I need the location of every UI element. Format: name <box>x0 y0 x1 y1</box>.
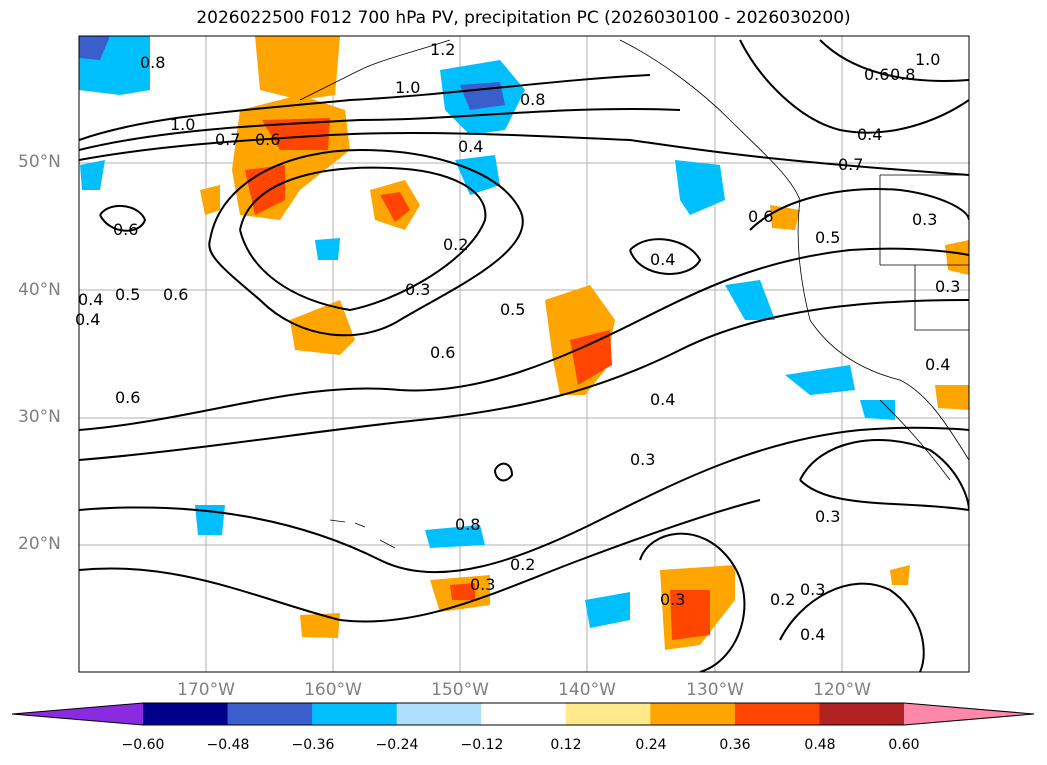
pv-contours <box>79 39 969 672</box>
colorbar-tick: −0.36 <box>291 737 335 753</box>
contour-label: 0.6 <box>113 220 138 239</box>
colorbar-segment <box>565 703 651 725</box>
colorbar-extend-low <box>12 703 143 725</box>
contour-label: 0.4 <box>458 137 483 156</box>
contour-label: 1.0 <box>170 115 195 134</box>
contour-label: 0.4 <box>650 390 675 409</box>
colorbar-segment <box>481 703 567 725</box>
contour-label: 0.6 <box>864 65 889 84</box>
colorbar-tick: −0.48 <box>206 737 250 753</box>
contour-label: 0.3 <box>935 277 960 296</box>
lon-label: 140°W <box>558 680 616 700</box>
map-title: 2026022500 F012 700 hPa PV, precipitatio… <box>196 8 851 28</box>
colorbar-tick: −0.60 <box>121 737 165 753</box>
map-panel: 0.8 1.0 1.2 0.8 1.0 0.7 0.6 0.4 0.6 0.2 … <box>75 35 970 673</box>
lon-label: 170°W <box>177 680 235 700</box>
lat-label: 40°N <box>18 280 61 300</box>
contour-label: 0.5 <box>815 228 840 247</box>
contour-label: 0.3 <box>800 580 825 599</box>
coastlines <box>299 39 969 549</box>
contour-label: 0.4 <box>800 625 825 644</box>
contour-label: 0.8 <box>455 515 480 534</box>
contour-label: 1.0 <box>395 78 420 97</box>
lon-label: 150°W <box>431 680 489 700</box>
contour-label: 0.3 <box>470 575 495 594</box>
lat-label: 50°N <box>18 152 61 172</box>
colorbar-tick: 0.36 <box>719 737 751 753</box>
colorbar-segment <box>396 703 482 725</box>
contour-label: 0.8 <box>140 53 165 72</box>
contour-label: 0.6 <box>430 343 455 362</box>
contour-label: 0.8 <box>520 90 545 109</box>
colorbar-tick: 0.60 <box>888 737 920 753</box>
contour-label: 0.3 <box>815 507 840 526</box>
lon-label: 120°W <box>813 680 871 700</box>
colorbar-tick: 0.48 <box>804 737 836 753</box>
colorbar-outline <box>11 702 1035 726</box>
lon-label: 160°W <box>304 680 362 700</box>
contour-label: 0.3 <box>630 450 655 469</box>
contour-label: 0.5 <box>115 285 140 304</box>
colorbar-segment <box>143 703 229 725</box>
colorbar-tick: 0.24 <box>635 737 667 753</box>
contour-label: 0.7 <box>838 155 863 174</box>
contour-label: 0.6 <box>115 388 140 407</box>
colorbar-segment <box>650 703 736 725</box>
contour-label: 0.2 <box>443 235 468 254</box>
contour-label: 0.4 <box>857 125 882 144</box>
contour-label: 0.3 <box>660 590 685 609</box>
contour-label: 0.4 <box>78 290 103 309</box>
contour-label: 1.0 <box>915 50 940 69</box>
colorbar-tick: 0.12 <box>550 737 582 753</box>
colorbar <box>11 702 1035 726</box>
precip-shading <box>79 36 969 650</box>
contour-label: 0.2 <box>770 590 795 609</box>
contour-label: 0.7 <box>215 130 240 149</box>
lat-label: 30°N <box>18 407 61 427</box>
contour-label: 0.4 <box>75 310 100 329</box>
colorbar-segment <box>312 703 398 725</box>
contour-label: 0.6 <box>255 130 280 149</box>
lon-label: 130°W <box>686 680 744 700</box>
colorbar-segment <box>734 703 820 725</box>
colorbar-segment <box>819 703 905 725</box>
contour-label: 0.2 <box>510 555 535 574</box>
contour-label: 0.4 <box>650 250 675 269</box>
contour-label: 0.8 <box>890 65 915 84</box>
contour-labels: 0.8 1.0 1.2 0.8 1.0 0.7 0.6 0.4 0.6 0.2 … <box>75 40 960 644</box>
contour-label: 1.2 <box>430 40 455 59</box>
lat-label: 20°N <box>18 534 61 554</box>
contour-label: 0.4 <box>925 355 950 374</box>
colorbar-tick: −0.24 <box>375 737 419 753</box>
contour-label: 0.3 <box>405 280 430 299</box>
contour-label: 0.3 <box>912 210 937 229</box>
contour-label: 0.6 <box>163 285 188 304</box>
colorbar-segment <box>227 703 313 725</box>
colorbar-tick: −0.12 <box>460 737 504 753</box>
contour-label: 0.6 <box>748 207 773 226</box>
contour-label: 0.5 <box>500 300 525 319</box>
colorbar-extend-high <box>904 703 1034 725</box>
